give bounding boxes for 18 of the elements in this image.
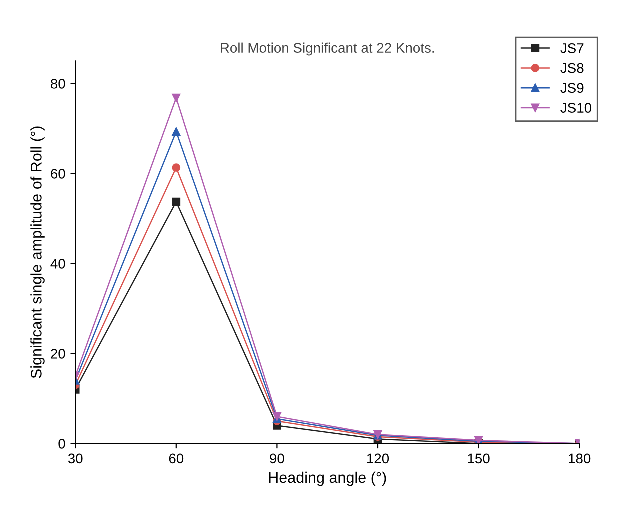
y-tick-label: 20	[51, 349, 66, 359]
x-tick-label: 90	[270, 454, 284, 464]
legend-label: JS9	[560, 83, 584, 94]
y-tick-label: 60	[51, 169, 66, 179]
x-tick-label: 150	[468, 454, 490, 464]
x-tick-label: 60	[169, 454, 184, 464]
x-axis-title: Heading angle (°)	[269, 472, 386, 486]
x-tick-label: 180	[569, 454, 591, 464]
legend-label: JS8	[560, 63, 584, 74]
y-axis-title: Significant single amplitude of Roll (°)	[30, 126, 45, 378]
x-tick-label: 120	[367, 454, 390, 464]
legend-label: JS10	[560, 103, 592, 113]
legend-label: JS7	[560, 43, 584, 54]
chart-title: Roll Motion Significant at 22 Knots.	[221, 42, 434, 56]
y-tick-label: 0	[58, 439, 66, 449]
y-tick-label: 80	[51, 79, 66, 89]
y-tick-label: 40	[50, 259, 66, 269]
x-tick-label: 30	[68, 454, 83, 464]
